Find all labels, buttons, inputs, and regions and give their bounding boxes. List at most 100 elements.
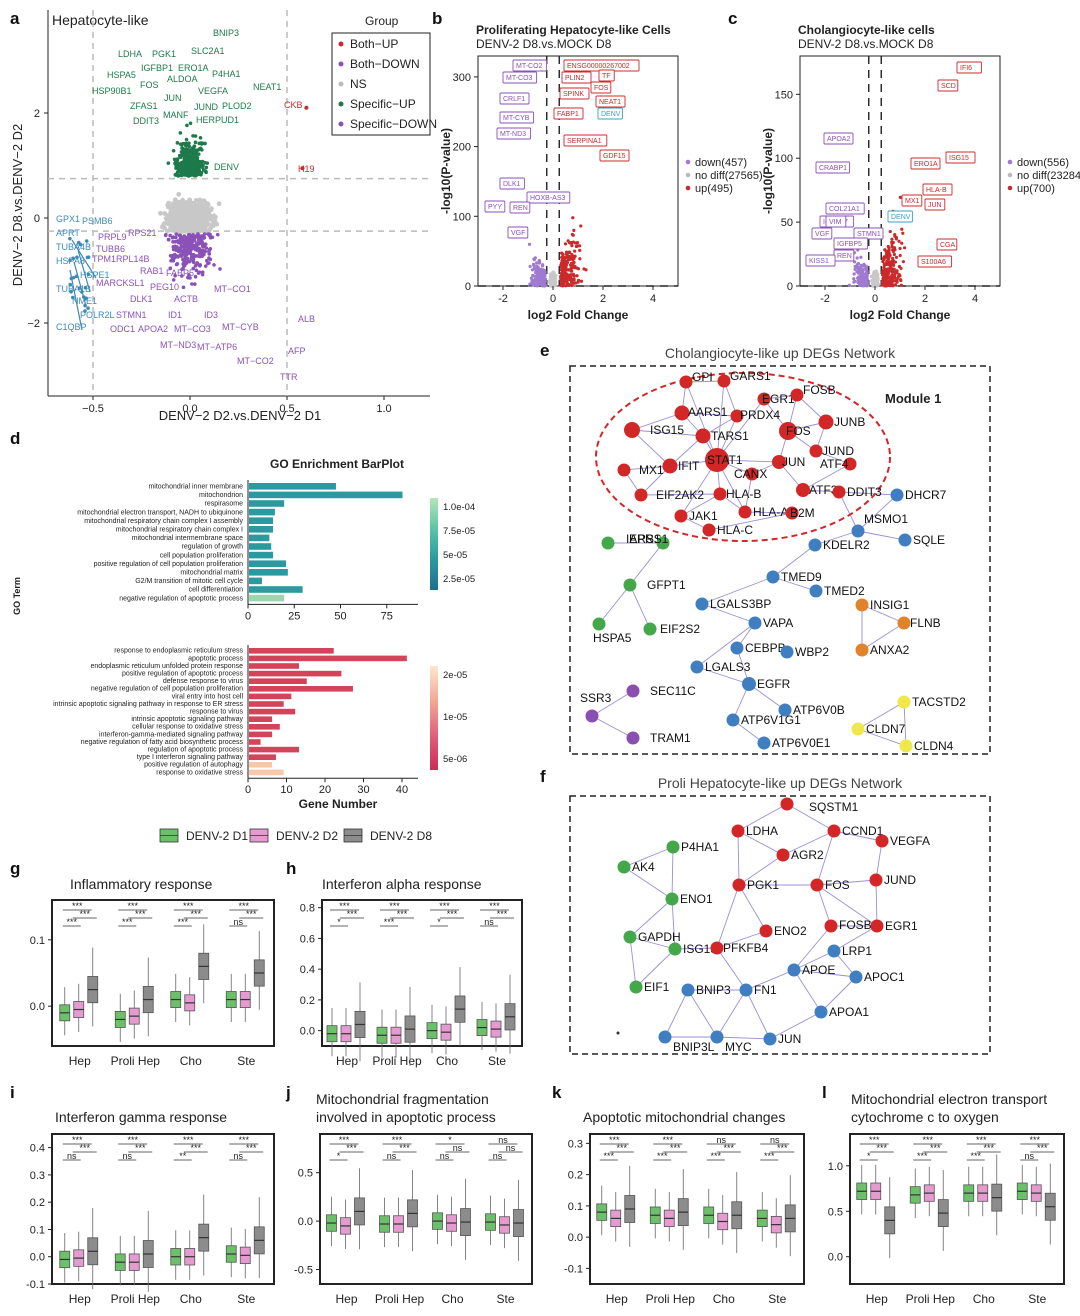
- sig-label: **: [179, 1151, 187, 1161]
- sig-label: ***: [764, 1151, 775, 1161]
- sig-label: ***: [670, 1143, 681, 1153]
- network-node-label: JUNB: [834, 415, 865, 429]
- go-bar: [249, 586, 303, 593]
- network-title: Cholangiocyte-like up DEGs Network: [665, 345, 896, 361]
- network-node-label: APOC1: [864, 970, 905, 984]
- network-edge: [640, 493, 721, 496]
- gene-label-specific-up: HSP90B1: [92, 86, 132, 96]
- network-node: [787, 963, 801, 977]
- nodiff-point: [875, 277, 880, 282]
- network-node: [681, 983, 695, 997]
- up-point: [560, 255, 564, 260]
- category-label: Ste: [496, 1292, 514, 1306]
- go-term-label: mitochondrial respiratory chain complex …: [116, 526, 243, 533]
- panel-letter-j: j: [285, 1083, 291, 1102]
- specific-down-point: [207, 261, 211, 265]
- ns-point: [174, 211, 180, 217]
- sig-label: ns: [498, 1135, 508, 1145]
- network-edge: [816, 830, 835, 886]
- network-node-label: PFKFB4: [723, 941, 769, 955]
- network-node: [824, 919, 838, 933]
- network-node-label: APOA1: [829, 1005, 869, 1019]
- ns-point: [205, 201, 210, 207]
- legend-box: [331, 32, 431, 136]
- go-term-label: negative regulation of apoptotic process: [119, 595, 243, 602]
- gene-label-both-up: CKB: [284, 100, 303, 110]
- up-point: [885, 260, 889, 264]
- network-node: [855, 598, 869, 612]
- ns-point: [196, 202, 201, 207]
- network-node: [592, 617, 606, 631]
- gene-label: VGF: [815, 231, 829, 238]
- specific-up-point: [176, 174, 181, 178]
- box-panel-title: Apoptotic mitochondrial changes: [583, 1109, 785, 1125]
- y-tick-label: 0.5: [828, 1206, 843, 1218]
- network-edge: [664, 989, 689, 1038]
- y-tick-label: 0: [787, 281, 793, 293]
- sig-label: ns: [484, 917, 494, 927]
- gene-label-specific-down: MARCKSL1: [96, 278, 145, 288]
- network-edge: [861, 604, 905, 624]
- ns-point: [158, 210, 163, 216]
- specific-up-point: [172, 157, 177, 162]
- go-bar: [249, 678, 307, 684]
- gene-label-box: [956, 61, 982, 74]
- both-down-point: [68, 236, 72, 241]
- sig-label: ***: [983, 1143, 994, 1153]
- network-node-label: ISG15: [683, 942, 717, 956]
- gene-label-specific-down: RPS21: [128, 228, 157, 238]
- nodiff-point: [870, 279, 875, 284]
- gene-label-both-down: C1QBP: [56, 322, 87, 332]
- network-node-label: VAPA: [763, 616, 793, 630]
- module-label: Module 1: [885, 391, 941, 406]
- specific-up-point: [178, 131, 183, 135]
- sig-label: ***: [246, 1143, 257, 1153]
- go-bar: [249, 693, 292, 700]
- category-label: Cho: [436, 1054, 458, 1068]
- specific-down-point: [197, 270, 202, 274]
- specific-up-point: [185, 123, 189, 128]
- down-point: [531, 273, 535, 278]
- colorbar-tick: 2e-05: [443, 670, 467, 681]
- network-node-label: AARS1: [688, 405, 728, 419]
- y-tick-label: 0.1: [30, 1224, 45, 1236]
- network-edge: [674, 947, 718, 950]
- gene-label: CGA: [940, 242, 956, 249]
- down-point: [535, 261, 539, 265]
- panel-letter-b: b: [432, 9, 442, 28]
- specific-up-point: [182, 169, 186, 174]
- sig-label: ***: [190, 1143, 201, 1153]
- network-node-label: BNIP3L: [673, 1040, 715, 1054]
- panel-letter-a: a: [10, 9, 20, 28]
- y-tick-label: 0.2: [568, 1170, 583, 1182]
- sig-label: ***: [876, 1143, 887, 1153]
- sig-label: ***: [339, 1135, 350, 1145]
- gene-label-box: [833, 237, 869, 250]
- network-node: [665, 892, 679, 906]
- plot-frame: [51, 899, 275, 1047]
- sig-label: ***: [922, 1135, 933, 1145]
- box-legend: DENV-2 D1 DENV-2 D2 DENV-2 D8: [159, 828, 432, 843]
- panel-letter-f: f: [540, 767, 546, 786]
- network-node-label: EPRS1: [629, 532, 669, 546]
- gene-label: S100A6: [921, 259, 946, 266]
- network-node-label: PGK1: [747, 878, 779, 892]
- specific-up-point: [166, 161, 171, 165]
- up-point: [571, 216, 575, 220]
- colorbar-tick: 5e-05: [443, 550, 467, 561]
- colorbar-tick: 2.5e-05: [443, 574, 475, 585]
- gene-label-box: [559, 87, 590, 100]
- gene-label: ENSG00000267002: [567, 63, 630, 70]
- gene-label-box: [922, 183, 953, 196]
- y-tick-label: 0.2: [30, 1197, 45, 1209]
- go-bar: [249, 577, 262, 585]
- x-tick-label: 50: [334, 610, 346, 622]
- go-term-label: cell population proliferation: [160, 552, 243, 559]
- network-node: [702, 523, 716, 537]
- gene-label-box: [526, 191, 571, 204]
- go-term-label: response to virus: [190, 709, 244, 716]
- plot-frame: [589, 1133, 805, 1285]
- x-tick-label: -2: [820, 293, 830, 305]
- gene-label-specific-down: PRPL9: [98, 232, 127, 242]
